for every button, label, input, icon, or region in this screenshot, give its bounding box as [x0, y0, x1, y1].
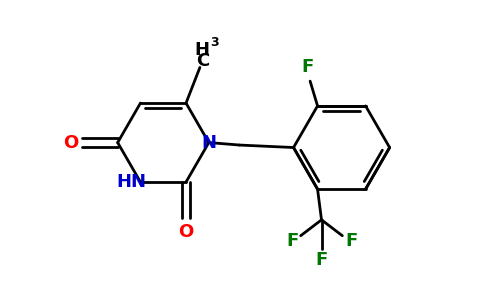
Text: F: F	[302, 58, 314, 76]
Text: F: F	[287, 232, 299, 250]
Text: O: O	[179, 223, 194, 241]
Text: 3: 3	[211, 36, 219, 49]
Text: H: H	[195, 41, 210, 59]
Text: F: F	[316, 251, 328, 269]
Text: N: N	[201, 134, 216, 152]
Text: C: C	[196, 52, 209, 70]
Text: O: O	[63, 134, 79, 152]
Text: F: F	[345, 232, 357, 250]
Text: HN: HN	[117, 173, 147, 191]
